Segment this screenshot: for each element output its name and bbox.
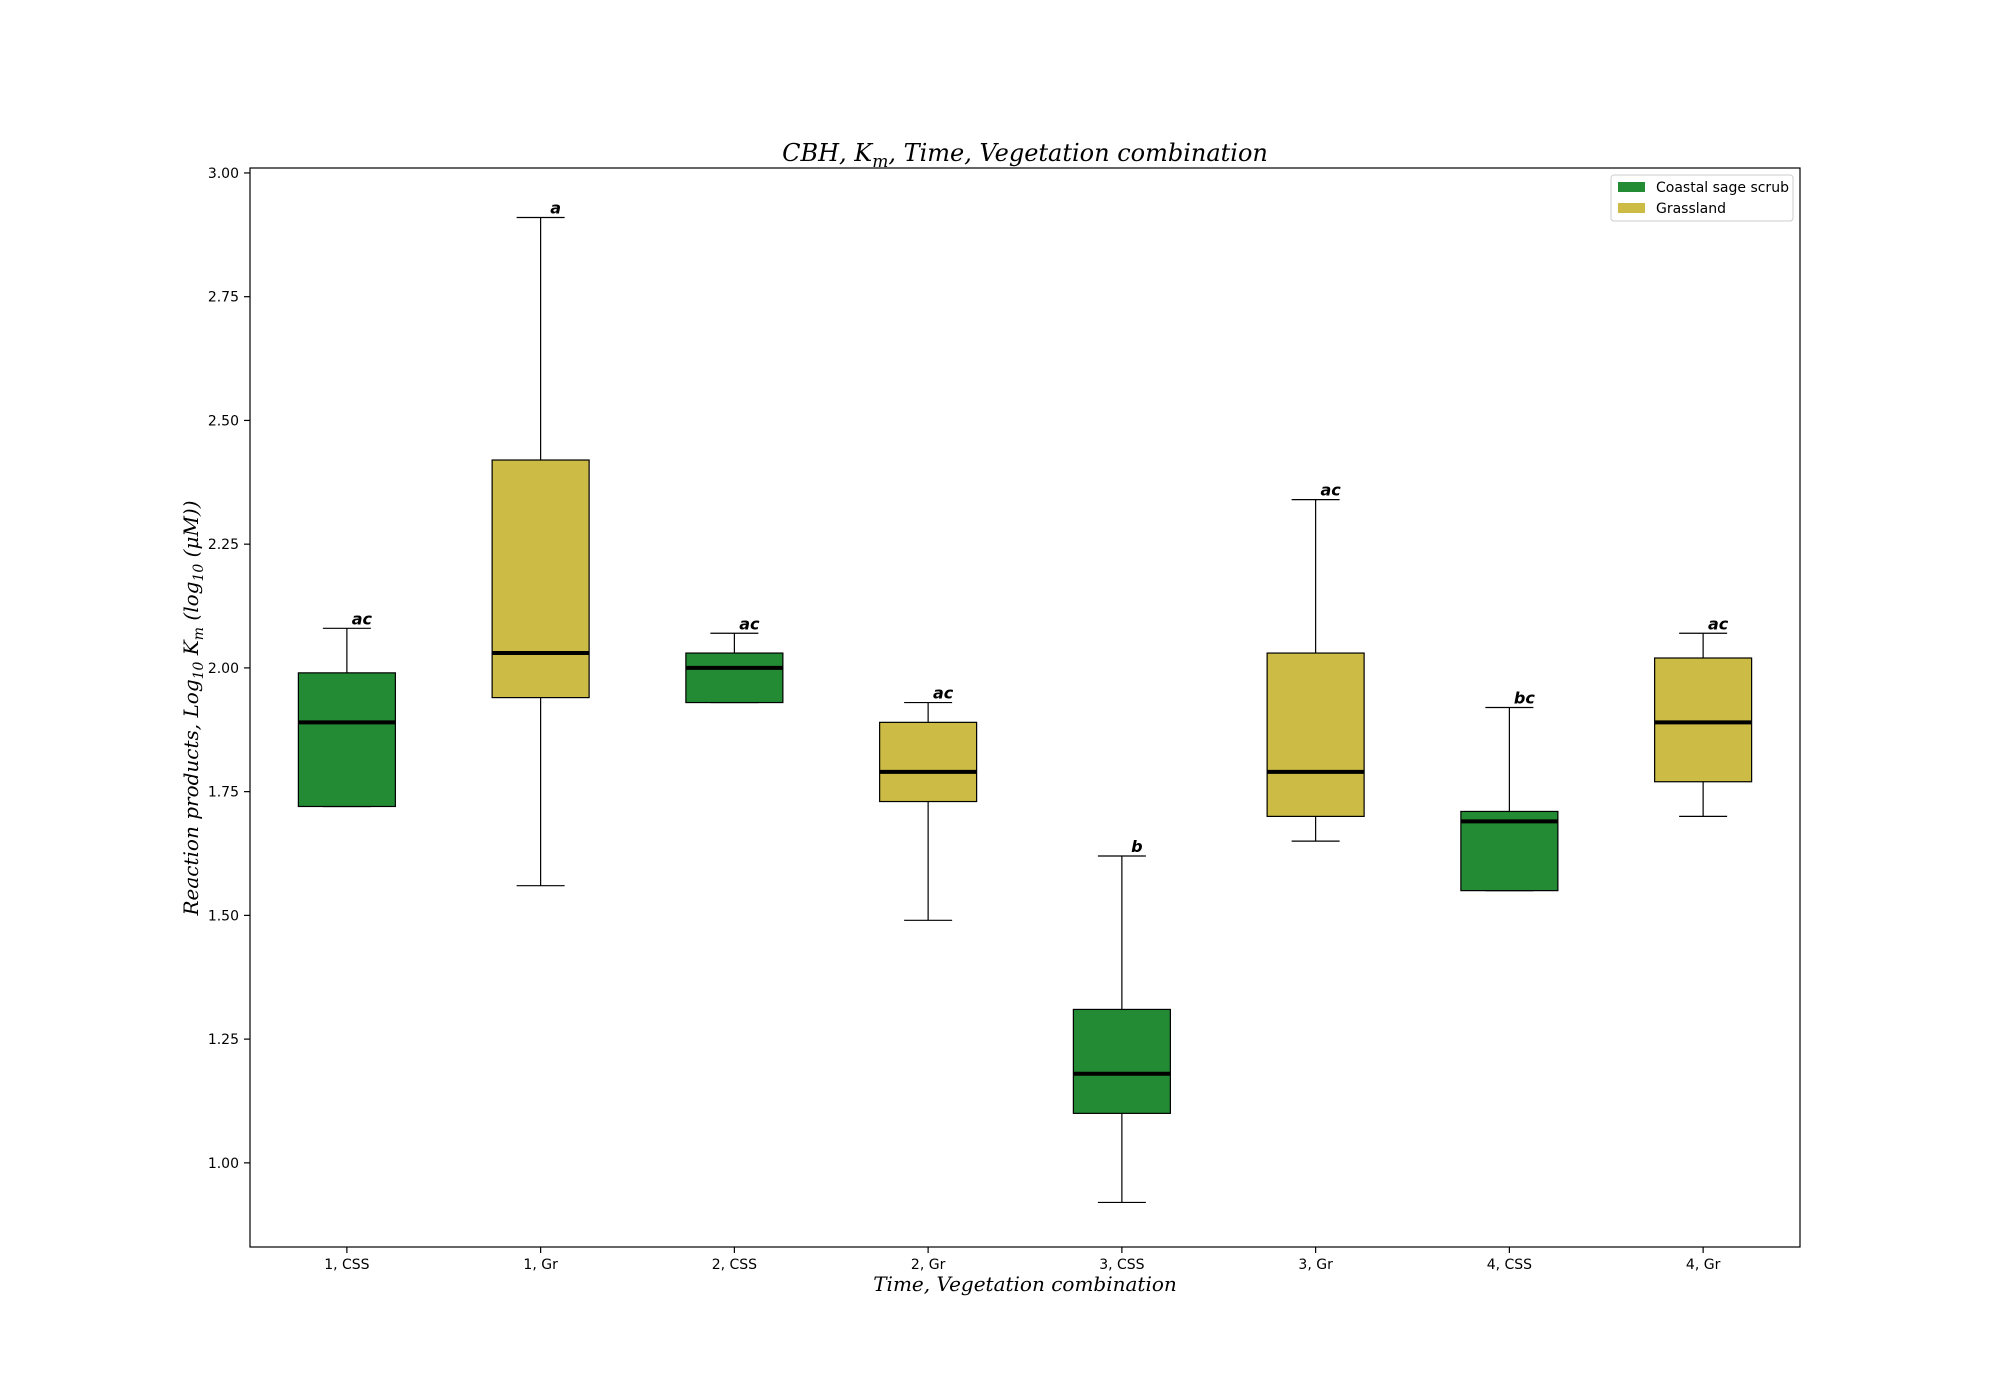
x-tick-label-4-css: 4, CSS [1487,1257,1532,1273]
legend-swatch-grassland [1618,203,1645,213]
chart-title: CBH, Km, Time, Vegetation combination [782,139,1268,172]
box-4-gr: ac [1654,614,1753,817]
y-tick-label: 2.25 [208,537,239,553]
y-tick-label: 1.00 [208,1156,239,1172]
box-3-gr: ac [1266,481,1365,842]
y-label-end: (μM)) [179,500,203,563]
legend-frame [1610,174,1794,222]
significance-letter: b [1131,837,1142,856]
significance-letter: ac [933,684,954,703]
legend-swatch-coastal-sage-scrub [1618,182,1645,192]
box-2-gr: ac [879,684,978,921]
iqr-box [685,652,784,704]
iqr-box [297,672,396,808]
x-tick-label-4-gr: 4, Gr [1686,1257,1721,1273]
y-tick-label: 2.00 [208,661,239,677]
legend: Coastal sage scrub Grassland [1610,174,1794,222]
box-4-css: bc [1460,689,1559,892]
x-tick-label-1-gr: 1, Gr [523,1257,558,1273]
significance-letter: ac [1320,481,1341,500]
iqr-box [879,721,978,803]
significance-letter: ac [1708,614,1729,633]
x-axis-label: Time, Vegetation combination [873,1272,1177,1296]
box-1-gr: a [491,198,590,887]
plot-area-frame [249,167,1801,1248]
y-tick-label: 2.50 [208,413,239,429]
chart-title-pre: CBH, [782,139,854,167]
y-tick-label: 3.00 [208,166,239,182]
y-tick-label: 2.75 [208,290,239,306]
y-tick-label: 1.50 [208,908,239,924]
box-1-css: ac [297,609,396,808]
x-tick-label-3-css: 3, CSS [1099,1257,1144,1273]
x-tick-label-2-gr: 2, Gr [911,1257,946,1273]
iqr-box [1072,1008,1171,1114]
box-3-css: b [1072,837,1171,1204]
y-axis-label: Reaction products, Log10 Km (log10 (μM)) [179,500,207,916]
legend-label-grassland: Grassland [1656,201,1726,217]
iqr-box [491,459,590,699]
chart-title-symbol: K [853,139,874,167]
boxes-layer: ac a ac ac b ac bc ac [297,198,1753,1204]
x-axis: 1, CSS 1, Gr 2, CSS 2, Gr 3, CSS 3, Gr 4, CSS 4… [324,1247,1721,1273]
iqr-box [1654,657,1753,783]
significance-letter: ac [739,614,760,633]
chart-title-post: , Time, Vegetation combination [888,139,1268,167]
y-label-post: (log [179,582,203,627]
iqr-box [1460,810,1559,892]
y-label-mid: K [179,639,203,661]
y-axis: 1.00 1.25 1.50 1.75 2.00 2.25 2.50 2.75 3.00 [208,166,250,1172]
iqr-box [1266,652,1365,817]
y-label-pre: Reaction products, Log [179,679,203,916]
box-2-css: ac [685,614,784,704]
x-tick-label-1-css: 1, CSS [324,1257,369,1273]
y-label-sub3: 10 [191,564,207,582]
legend-label-coastal-sage-scrub: Coastal sage scrub [1656,180,1789,196]
x-tick-label-2-css: 2, CSS [712,1257,757,1273]
significance-letter: a [550,198,561,217]
significance-letter: ac [352,609,373,628]
y-tick-label: 1.75 [208,785,239,801]
x-tick-label-3-gr: 3, Gr [1298,1257,1333,1273]
y-label-sub2: m [191,627,207,640]
y-tick-label: 1.25 [208,1032,239,1048]
significance-letter: bc [1514,689,1535,708]
chart-title-subscript: m [872,152,888,172]
y-label-sub1: 10 [191,661,207,679]
